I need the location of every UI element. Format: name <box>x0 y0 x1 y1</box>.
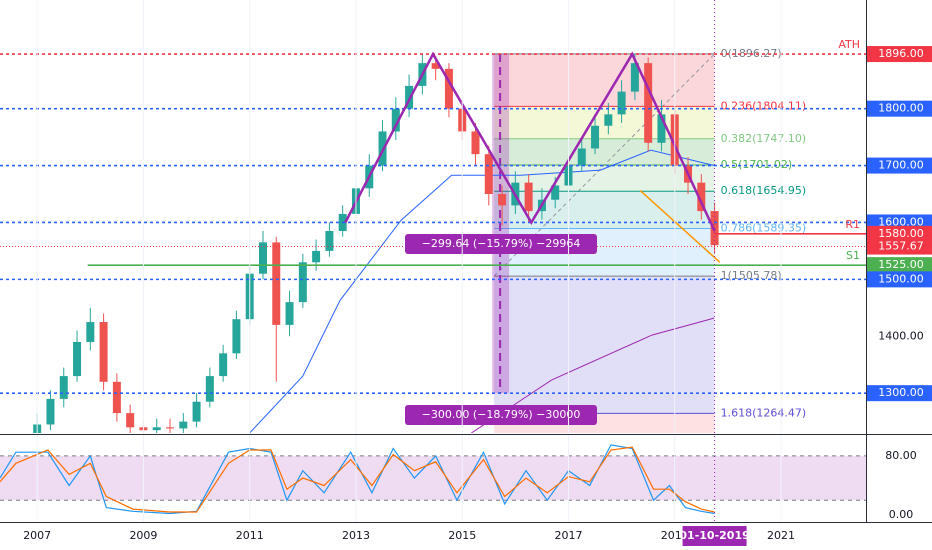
level-name: S1 <box>846 249 860 262</box>
fib-zone <box>494 53 715 107</box>
moving-average <box>249 149 715 433</box>
candle-body <box>604 114 613 126</box>
measure-box <box>405 405 597 425</box>
double-top-pattern <box>344 51 716 232</box>
candle-body <box>524 182 533 212</box>
y-tick-label: 1700.00 <box>878 159 924 172</box>
candle-body <box>471 131 480 155</box>
cursor-tag <box>682 526 747 546</box>
y-tick-label: 1500.00 <box>878 272 924 285</box>
candle-body <box>591 125 600 149</box>
candle-body <box>498 194 507 206</box>
level-name: R1 <box>845 218 860 231</box>
cursor-label: 01-10-2019 <box>679 529 749 542</box>
candle-body <box>285 302 294 325</box>
candle-body <box>179 421 188 429</box>
candle-body <box>205 376 214 402</box>
candle-body <box>617 91 626 115</box>
candle-body <box>192 401 201 422</box>
y-tick-label: 1800.00 <box>878 102 924 115</box>
candle-body <box>431 63 440 69</box>
price-tag <box>867 100 932 117</box>
candle-body <box>298 262 307 303</box>
x-tick-label: 2007 <box>23 529 51 542</box>
x-tick-label: 2013 <box>342 529 370 542</box>
y-tick-label: 0.00 <box>889 508 914 521</box>
candle-body <box>232 319 241 354</box>
fib-label: 0.236(1804.11) <box>721 99 807 112</box>
price-tag <box>867 257 932 274</box>
candle-body <box>166 427 175 429</box>
candle-body <box>59 376 68 399</box>
candle-body <box>112 381 121 414</box>
candle-body <box>577 148 586 166</box>
y-tick-label: 1300.00 <box>878 386 924 399</box>
x-tick-label: 2021 <box>767 529 795 542</box>
price-tag <box>867 157 932 174</box>
candle-body <box>444 68 453 109</box>
price-tag <box>867 385 932 402</box>
x-tick-label: 2015 <box>448 529 476 542</box>
price-tag <box>867 238 932 255</box>
candle-body <box>99 322 108 382</box>
price-tag <box>867 46 932 63</box>
candle-body <box>630 63 639 92</box>
candle-body <box>73 341 82 377</box>
candle-body <box>126 413 135 428</box>
candle-body <box>391 108 400 132</box>
y-tick-label: 80.00 <box>885 449 917 462</box>
candle-body <box>219 353 228 377</box>
x-tick-label: 2019 <box>661 529 689 542</box>
y-tick-label: 1525.00 <box>878 258 924 271</box>
oscillator-line <box>0 446 715 513</box>
candle-body <box>657 114 666 143</box>
candle-body <box>697 182 706 212</box>
oscillator-pane <box>0 444 866 515</box>
candle-body <box>484 154 493 195</box>
fib-label: 0.618(1654.95) <box>721 184 807 197</box>
price-pane: 0(1896.27)0.236(1804.11)0.382(1747.10)0.… <box>0 38 866 433</box>
candle-body <box>272 242 281 325</box>
trendline <box>639 190 721 263</box>
y-tick-label: 1400.00 <box>878 329 924 342</box>
y-tick-label: 1896.00 <box>878 47 924 60</box>
x-tick-label: 2011 <box>236 529 264 542</box>
candle-body <box>312 250 321 263</box>
candle-body <box>86 322 95 342</box>
y-tick-label: 1557.67 <box>878 240 924 253</box>
y-tick-label: 1600.00 <box>878 215 924 228</box>
fib-label: 1.618(1264.47) <box>721 406 807 419</box>
fib-label: 0.786(1589.35) <box>721 222 807 235</box>
measure-label: −300.00 (−18.79%) −30000 <box>422 408 581 421</box>
fib-label: 0.382(1747.10) <box>721 132 807 145</box>
candle-body <box>644 63 653 143</box>
measure-label: −299.64 (−15.79%) −29964 <box>422 237 581 250</box>
fib-label: 0.5(1701.02) <box>721 158 793 171</box>
candle-body <box>46 398 55 425</box>
price-tag <box>867 271 932 288</box>
measure-box <box>405 234 597 254</box>
x-tick-label: 2009 <box>129 529 157 542</box>
fib-label: 1(1505.78) <box>721 269 782 282</box>
candle-body <box>152 427 161 431</box>
y-tick-label: 1580.00 <box>878 227 924 240</box>
candle-body <box>405 85 414 109</box>
price-tag <box>867 225 932 242</box>
x-tick-label: 2017 <box>554 529 582 542</box>
candle-body <box>325 231 334 251</box>
candle-body <box>551 185 560 200</box>
fib-zone <box>494 276 715 414</box>
level-name: ATH <box>838 38 860 51</box>
candle-body <box>258 242 267 274</box>
